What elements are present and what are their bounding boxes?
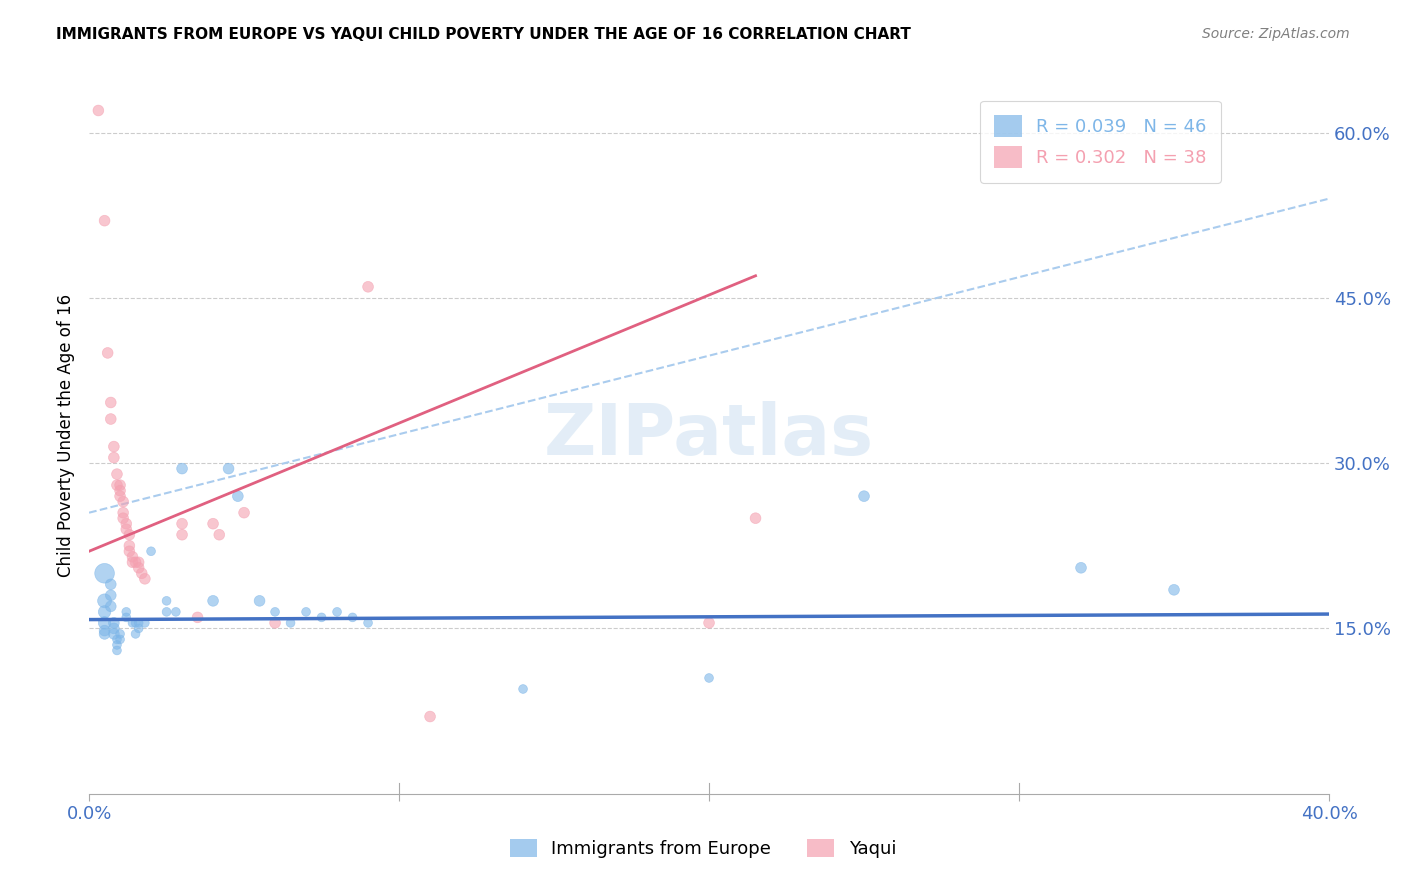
Point (93, 624, 115, 638)
Point (100, 588, 122, 602)
Point (103, 627, 125, 641)
Text: IMMIGRANTS FROM EUROPE VS YAQUI CHILD POVERTY UNDER THE AGE OF 16 CORRELATION CH: IMMIGRANTS FROM EUROPE VS YAQUI CHILD PO… (56, 27, 911, 42)
Point (118, 539, 141, 553)
Point (93, 605, 115, 619)
Point (108, 627, 131, 641)
Point (342, 610, 364, 624)
Point (249, 594, 271, 608)
Point (155, 605, 177, 619)
Point (93, 213, 115, 227)
Point (108, 632, 131, 647)
Point (108, 483, 131, 498)
Point (124, 555, 146, 569)
Point (134, 615, 156, 630)
Point (121, 555, 143, 569)
Point (357, 615, 380, 630)
Point (93, 615, 115, 630)
Point (112, 511, 135, 525)
Point (1163, 582, 1185, 597)
Point (115, 605, 138, 619)
Point (100, 395, 122, 409)
Point (100, 577, 122, 591)
Point (512, 681, 534, 696)
Point (93, 566, 115, 581)
Point (103, 450, 125, 465)
Point (128, 615, 150, 630)
Point (118, 544, 141, 558)
Point (218, 461, 240, 475)
Text: Source: ZipAtlas.com: Source: ZipAtlas.com (1202, 27, 1350, 41)
Point (100, 412, 122, 426)
Point (208, 527, 231, 541)
Point (121, 549, 143, 564)
Point (108, 489, 131, 503)
Point (118, 527, 141, 541)
Point (112, 494, 135, 508)
Point (264, 605, 287, 619)
Point (187, 610, 209, 624)
Point (115, 516, 138, 531)
Point (124, 627, 146, 641)
Point (121, 615, 143, 630)
Point (108, 478, 131, 492)
Point (103, 615, 125, 630)
Point (326, 605, 349, 619)
Point (105, 643, 128, 657)
Point (87, 103, 110, 118)
Point (697, 671, 720, 685)
Point (93, 594, 115, 608)
Point (264, 615, 287, 630)
Point (419, 709, 441, 723)
Point (112, 506, 135, 520)
Legend: R = 0.039   N = 46, R = 0.302   N = 38: R = 0.039 N = 46, R = 0.302 N = 38 (980, 101, 1220, 183)
Point (131, 566, 153, 581)
Point (744, 511, 766, 525)
Point (105, 478, 128, 492)
Point (170, 527, 193, 541)
Point (93, 627, 115, 641)
Legend: Immigrants from Europe, Yaqui: Immigrants from Europe, Yaqui (502, 831, 904, 865)
Point (202, 594, 225, 608)
Point (105, 638, 128, 652)
Text: ZIPatlas: ZIPatlas (544, 401, 875, 470)
Point (1070, 561, 1092, 575)
Point (155, 594, 177, 608)
Point (233, 506, 256, 520)
Point (311, 610, 333, 624)
Point (139, 544, 162, 558)
Point (165, 605, 187, 619)
Point (170, 461, 193, 475)
Point (115, 610, 138, 624)
Point (170, 516, 193, 531)
Point (128, 555, 150, 569)
Point (697, 615, 720, 630)
Point (295, 605, 318, 619)
Point (115, 522, 138, 536)
Y-axis label: Child Poverty Under the Age of 16: Child Poverty Under the Age of 16 (58, 294, 75, 577)
Point (357, 280, 380, 294)
Point (128, 561, 150, 575)
Point (100, 599, 122, 614)
Point (103, 621, 125, 635)
Point (105, 467, 128, 482)
Point (97, 346, 120, 360)
Point (128, 621, 150, 635)
Point (124, 615, 146, 630)
Point (226, 489, 249, 503)
Point (103, 440, 125, 454)
Point (134, 572, 156, 586)
Point (202, 516, 225, 531)
Point (853, 489, 876, 503)
Point (105, 632, 128, 647)
Point (280, 615, 302, 630)
